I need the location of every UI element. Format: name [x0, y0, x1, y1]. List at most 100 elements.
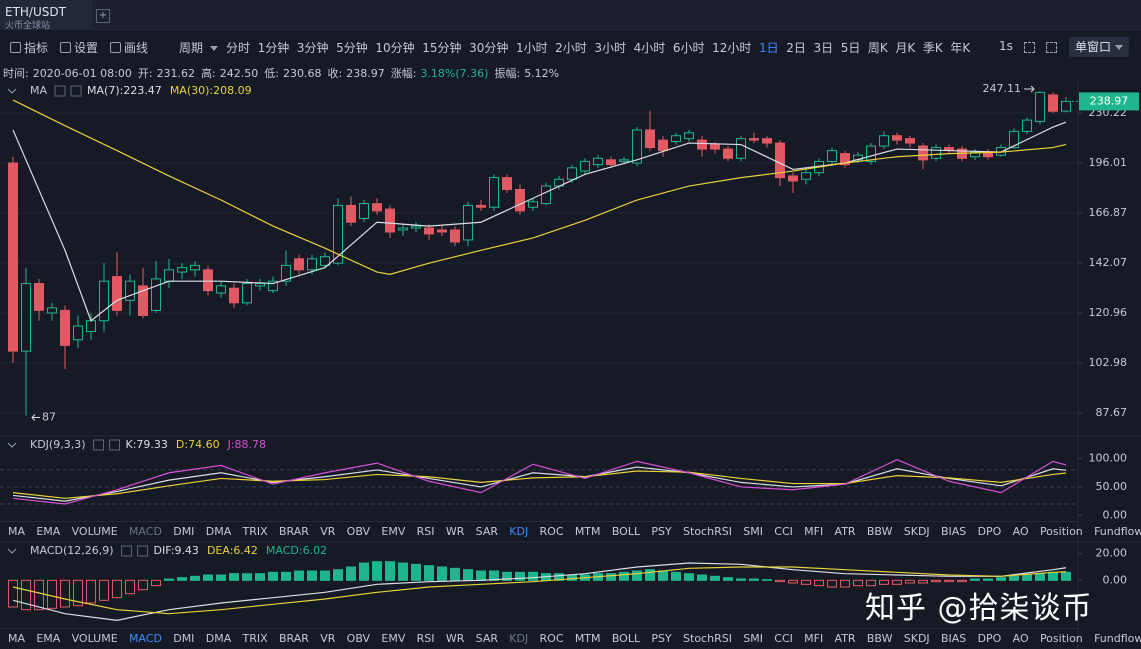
- indicator-tab[interactable]: VOLUME: [71, 632, 118, 645]
- indicator-tab[interactable]: ATR: [834, 525, 856, 538]
- indicator-tab[interactable]: MA: [8, 632, 26, 645]
- period[interactable]: 周K: [867, 40, 888, 55]
- period[interactable]: 3小时: [594, 40, 627, 55]
- info-value: 238.97: [346, 66, 385, 80]
- window-select[interactable]: 单窗口: [1069, 37, 1129, 57]
- indicator-tab[interactable]: PSY: [651, 525, 672, 538]
- indicator-tab[interactable]: EMA: [36, 525, 61, 538]
- indicator-tab[interactable]: WR: [445, 525, 465, 538]
- period[interactable]: 1分钟: [257, 40, 290, 55]
- period[interactable]: 15分钟: [422, 40, 462, 55]
- indicator-tab[interactable]: VR: [320, 525, 336, 538]
- indicator-tab[interactable]: EMA: [36, 632, 61, 645]
- indicator-tab[interactable]: KDJ: [509, 632, 529, 645]
- indicator-tab[interactable]: DPO: [977, 632, 1002, 645]
- indicator-tab[interactable]: SKDJ: [903, 525, 930, 538]
- indicator-tab[interactable]: DMA: [205, 525, 232, 538]
- indicator-tab[interactable]: BBW: [866, 525, 893, 538]
- period[interactable]: 分时: [226, 40, 251, 55]
- indicator-tab[interactable]: SKDJ: [903, 632, 930, 645]
- indicator-tab[interactable]: DMI: [173, 525, 195, 538]
- tool[interactable]: 画线: [110, 39, 148, 56]
- indicator-tab[interactable]: BBW: [866, 632, 893, 645]
- indicator-tab[interactable]: MTM: [574, 632, 601, 645]
- indicator-tab[interactable]: DMI: [173, 632, 195, 645]
- tool[interactable]: 指标: [10, 39, 48, 56]
- period[interactable]: 2小时: [555, 40, 587, 55]
- indicator-tab[interactable]: TRIX: [242, 632, 268, 645]
- info-value: 2020-06-01 08:00: [32, 66, 132, 80]
- indicator-tab[interactable]: DPO: [977, 525, 1002, 538]
- period-label[interactable]: 周期: [179, 41, 204, 55]
- indicator-tab[interactable]: EMV: [381, 525, 406, 538]
- indicator-tab[interactable]: Position: [1039, 525, 1083, 538]
- indicator-tab[interactable]: BOLL: [611, 632, 641, 645]
- candle-body: [619, 159, 629, 162]
- indicator-tab[interactable]: BRAR: [278, 525, 309, 538]
- indicator-tab[interactable]: SMI: [743, 525, 763, 538]
- indicator-tab[interactable]: RSI: [416, 525, 435, 538]
- candle-body: [372, 203, 382, 212]
- add-tab[interactable]: +: [96, 9, 110, 23]
- fullscreen-icon[interactable]: [1024, 42, 1035, 53]
- indicator-tab[interactable]: VR: [320, 632, 336, 645]
- indicator-tab[interactable]: SMI: [743, 632, 763, 645]
- indicator-tab[interactable]: CCI: [774, 525, 793, 538]
- indicator-tab[interactable]: BIAS: [940, 632, 967, 645]
- indicator-tab[interactable]: OBV: [346, 525, 371, 538]
- period[interactable]: 12小时: [712, 40, 752, 55]
- indicator-tab[interactable]: StochRSI: [683, 632, 732, 645]
- indicator-tab[interactable]: MACD: [128, 632, 162, 645]
- indicator-tab[interactable]: MA: [8, 525, 26, 538]
- indicator-tab[interactable]: BRAR: [278, 632, 309, 645]
- indicator-tab[interactable]: OBV: [346, 632, 371, 645]
- indicator-tab[interactable]: MFI: [804, 632, 824, 645]
- indicator-tab[interactable]: MACD: [128, 525, 162, 538]
- indicator-tab[interactable]: AO: [1012, 632, 1029, 645]
- tool[interactable]: 设置: [60, 39, 98, 56]
- period[interactable]: 1小时: [515, 40, 548, 55]
- indicator-tab[interactable]: VOLUME: [71, 525, 118, 538]
- indicator-tab[interactable]: BIAS: [940, 525, 967, 538]
- refresh[interactable]: 1s: [999, 39, 1013, 53]
- indicator-tab[interactable]: Fundflow: [1094, 525, 1141, 538]
- indicator-tab[interactable]: ROC: [539, 632, 564, 645]
- indicator-tab[interactable]: StochRSI: [683, 525, 732, 538]
- indicator-tab[interactable]: ROC: [539, 525, 564, 538]
- indicator-tab[interactable]: DMA: [205, 632, 232, 645]
- indicator-tab[interactable]: CCI: [774, 632, 793, 645]
- macd-bar: [190, 575, 200, 581]
- indicator-tab[interactable]: WR: [445, 632, 465, 645]
- indicator-tab[interactable]: SAR: [475, 632, 498, 645]
- indicator-tab[interactable]: PSY: [651, 632, 672, 645]
- indicator-tab[interactable]: Position: [1039, 632, 1083, 645]
- indicator-tab[interactable]: MFI: [804, 525, 824, 538]
- indicator-tab[interactable]: AO: [1012, 525, 1029, 538]
- period[interactable]: 30分钟: [469, 40, 509, 55]
- macd-bar: [294, 570, 304, 581]
- period[interactable]: 5日: [840, 40, 861, 55]
- period[interactable]: 3日: [813, 40, 834, 55]
- period[interactable]: 季K: [922, 40, 943, 55]
- period[interactable]: 6小时: [672, 40, 705, 55]
- period[interactable]: 4小时: [633, 40, 666, 55]
- period[interactable]: 3分钟: [296, 40, 329, 55]
- indicator-tab[interactable]: KDJ: [509, 525, 529, 538]
- symbol-tab[interactable]: ETH/USDT 火币全球站: [0, 0, 92, 31]
- period[interactable]: 月K: [895, 40, 916, 55]
- indicator-tab[interactable]: EMV: [381, 632, 406, 645]
- max-label: 247.11: [983, 82, 1022, 95]
- indicator-tab[interactable]: RSI: [416, 632, 435, 645]
- period[interactable]: 1日: [758, 40, 779, 55]
- period[interactable]: 2日: [786, 40, 806, 55]
- indicator-tab[interactable]: SAR: [475, 525, 498, 538]
- indicator-tab[interactable]: MTM: [574, 525, 601, 538]
- indicator-tab[interactable]: TRIX: [242, 525, 268, 538]
- screenshot-icon[interactable]: [1046, 42, 1057, 53]
- indicator-tab[interactable]: BOLL: [611, 525, 641, 538]
- period[interactable]: 10分钟: [375, 40, 415, 55]
- indicator-tab[interactable]: Fundflow: [1094, 632, 1141, 645]
- period[interactable]: 年K: [950, 40, 971, 55]
- indicator-tab[interactable]: ATR: [834, 632, 856, 645]
- period[interactable]: 5分钟: [336, 40, 368, 55]
